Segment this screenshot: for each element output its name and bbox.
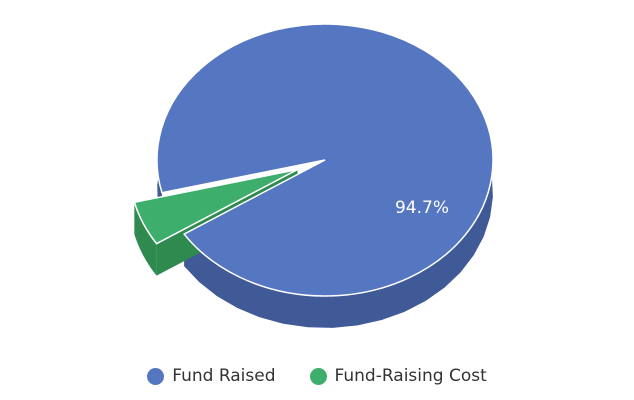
- legend-item-fund-raised[interactable]: Fund Raised: [147, 366, 276, 386]
- legend-label-fund-raised: Fund Raised: [172, 366, 276, 386]
- pie-label-fund-raised: 94.7%: [395, 198, 449, 218]
- legend-item-fund-raising-cost[interactable]: Fund-Raising Cost: [309, 366, 487, 386]
- legend-marker-fund-raised: [147, 367, 165, 385]
- legend-marker-fund-raising-cost: [309, 367, 327, 385]
- pie-slice-fund-raising-cost[interactable]: [133, 168, 298, 245]
- legend: Fund Raised Fund-Raising Cost: [0, 366, 634, 386]
- pie-slice-fund-raised[interactable]: [156, 23, 494, 297]
- legend-label-fund-raising-cost: Fund-Raising Cost: [334, 366, 487, 386]
